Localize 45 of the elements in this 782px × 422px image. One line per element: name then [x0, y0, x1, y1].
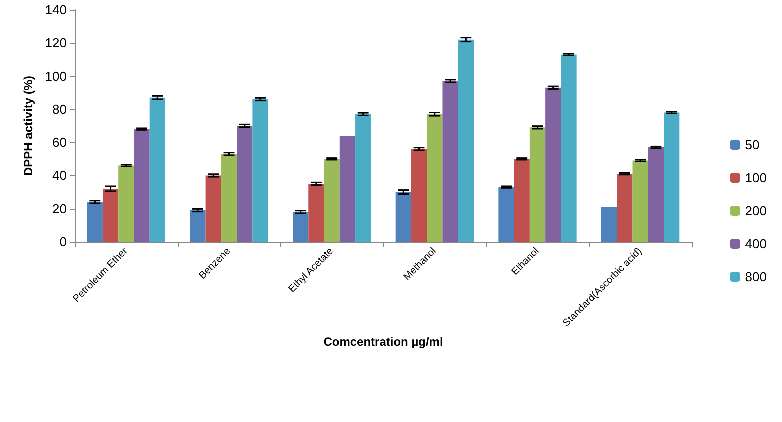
legend-label: 50: [745, 138, 760, 152]
bar: [221, 154, 238, 242]
x-axis-title: Comcentration µg/ml: [324, 335, 444, 350]
bar: [356, 114, 372, 242]
y-tick-label: 120: [45, 36, 67, 51]
legend-label: 400: [745, 236, 768, 252]
y-tick-label: 60: [52, 135, 67, 150]
bar: [102, 188, 119, 242]
bar: [498, 187, 514, 242]
bar: [134, 129, 150, 242]
legend-label: 100: [745, 170, 768, 186]
bar: [561, 54, 577, 242]
bar: [118, 166, 134, 242]
legend-label: 200: [745, 204, 768, 218]
bar: [546, 88, 562, 242]
y-tick-label: 140: [45, 2, 67, 18]
y-tick-label: 20: [52, 201, 67, 216]
bar: [293, 212, 309, 242]
bar: [87, 202, 103, 242]
bar: [632, 160, 648, 242]
bar: [237, 126, 253, 242]
bar: [530, 128, 546, 242]
bar: [427, 114, 443, 242]
y-tick-label: 80: [52, 102, 67, 117]
y-axis-title: DPPH activity (%): [21, 76, 36, 176]
bar: [150, 98, 166, 242]
bar: [252, 99, 268, 242]
bar: [442, 81, 458, 242]
bar: [190, 210, 206, 242]
bar: [396, 192, 412, 242]
bar: [648, 148, 664, 242]
bar: [602, 207, 618, 242]
y-tick-label: 40: [52, 168, 67, 184]
bar: [617, 174, 633, 242]
y-tick-label: 0: [60, 234, 67, 250]
bar: [411, 149, 428, 242]
bar: [324, 159, 340, 242]
legend-label: 800: [745, 270, 768, 284]
bar: [458, 40, 474, 242]
bar: [664, 112, 680, 242]
bar: [340, 136, 356, 242]
bar: [514, 159, 530, 242]
bar: [308, 184, 324, 242]
bar: [206, 176, 222, 242]
y-tick-label: 100: [45, 68, 67, 84]
